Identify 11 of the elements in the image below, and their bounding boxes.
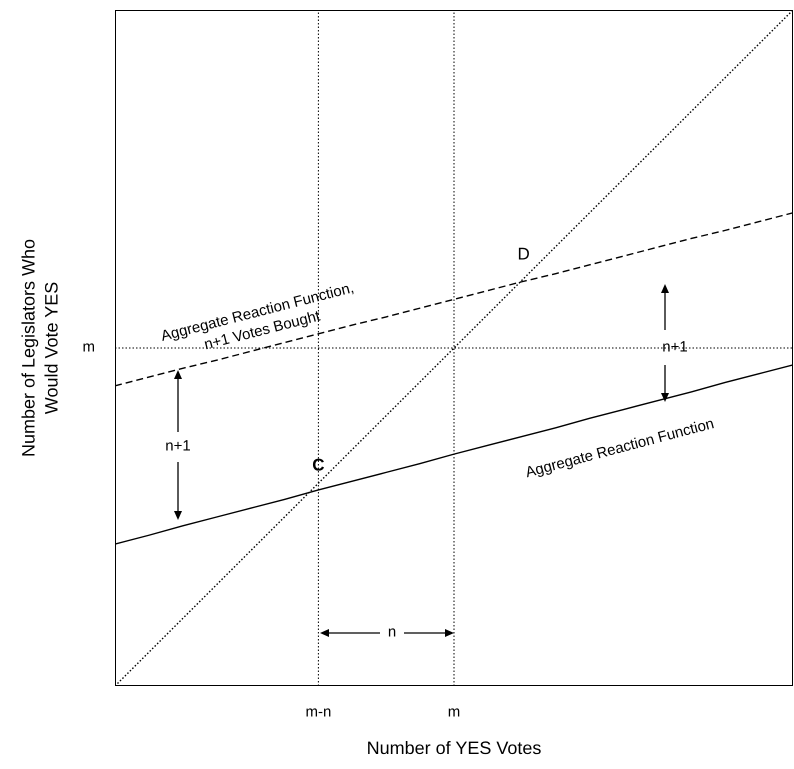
- annotation: C: [312, 454, 325, 476]
- legend-label: Aggregate Reaction Function: [523, 414, 716, 483]
- annotation: n: [388, 624, 396, 642]
- annotation: n+1: [165, 438, 191, 456]
- x-axis-title: Number of YES Votes: [366, 736, 542, 760]
- ref-line-label: m: [82, 338, 95, 358]
- x-tick-label: m-n: [305, 704, 332, 721]
- annotation: n+1: [662, 338, 688, 358]
- text: Aggregate Reaction Function, n+1 Votes Bought: [159, 280, 357, 356]
- annotation: D: [517, 243, 530, 264]
- y-axis-title: Number of Legislators Who Would Vote YES: [18, 238, 62, 458]
